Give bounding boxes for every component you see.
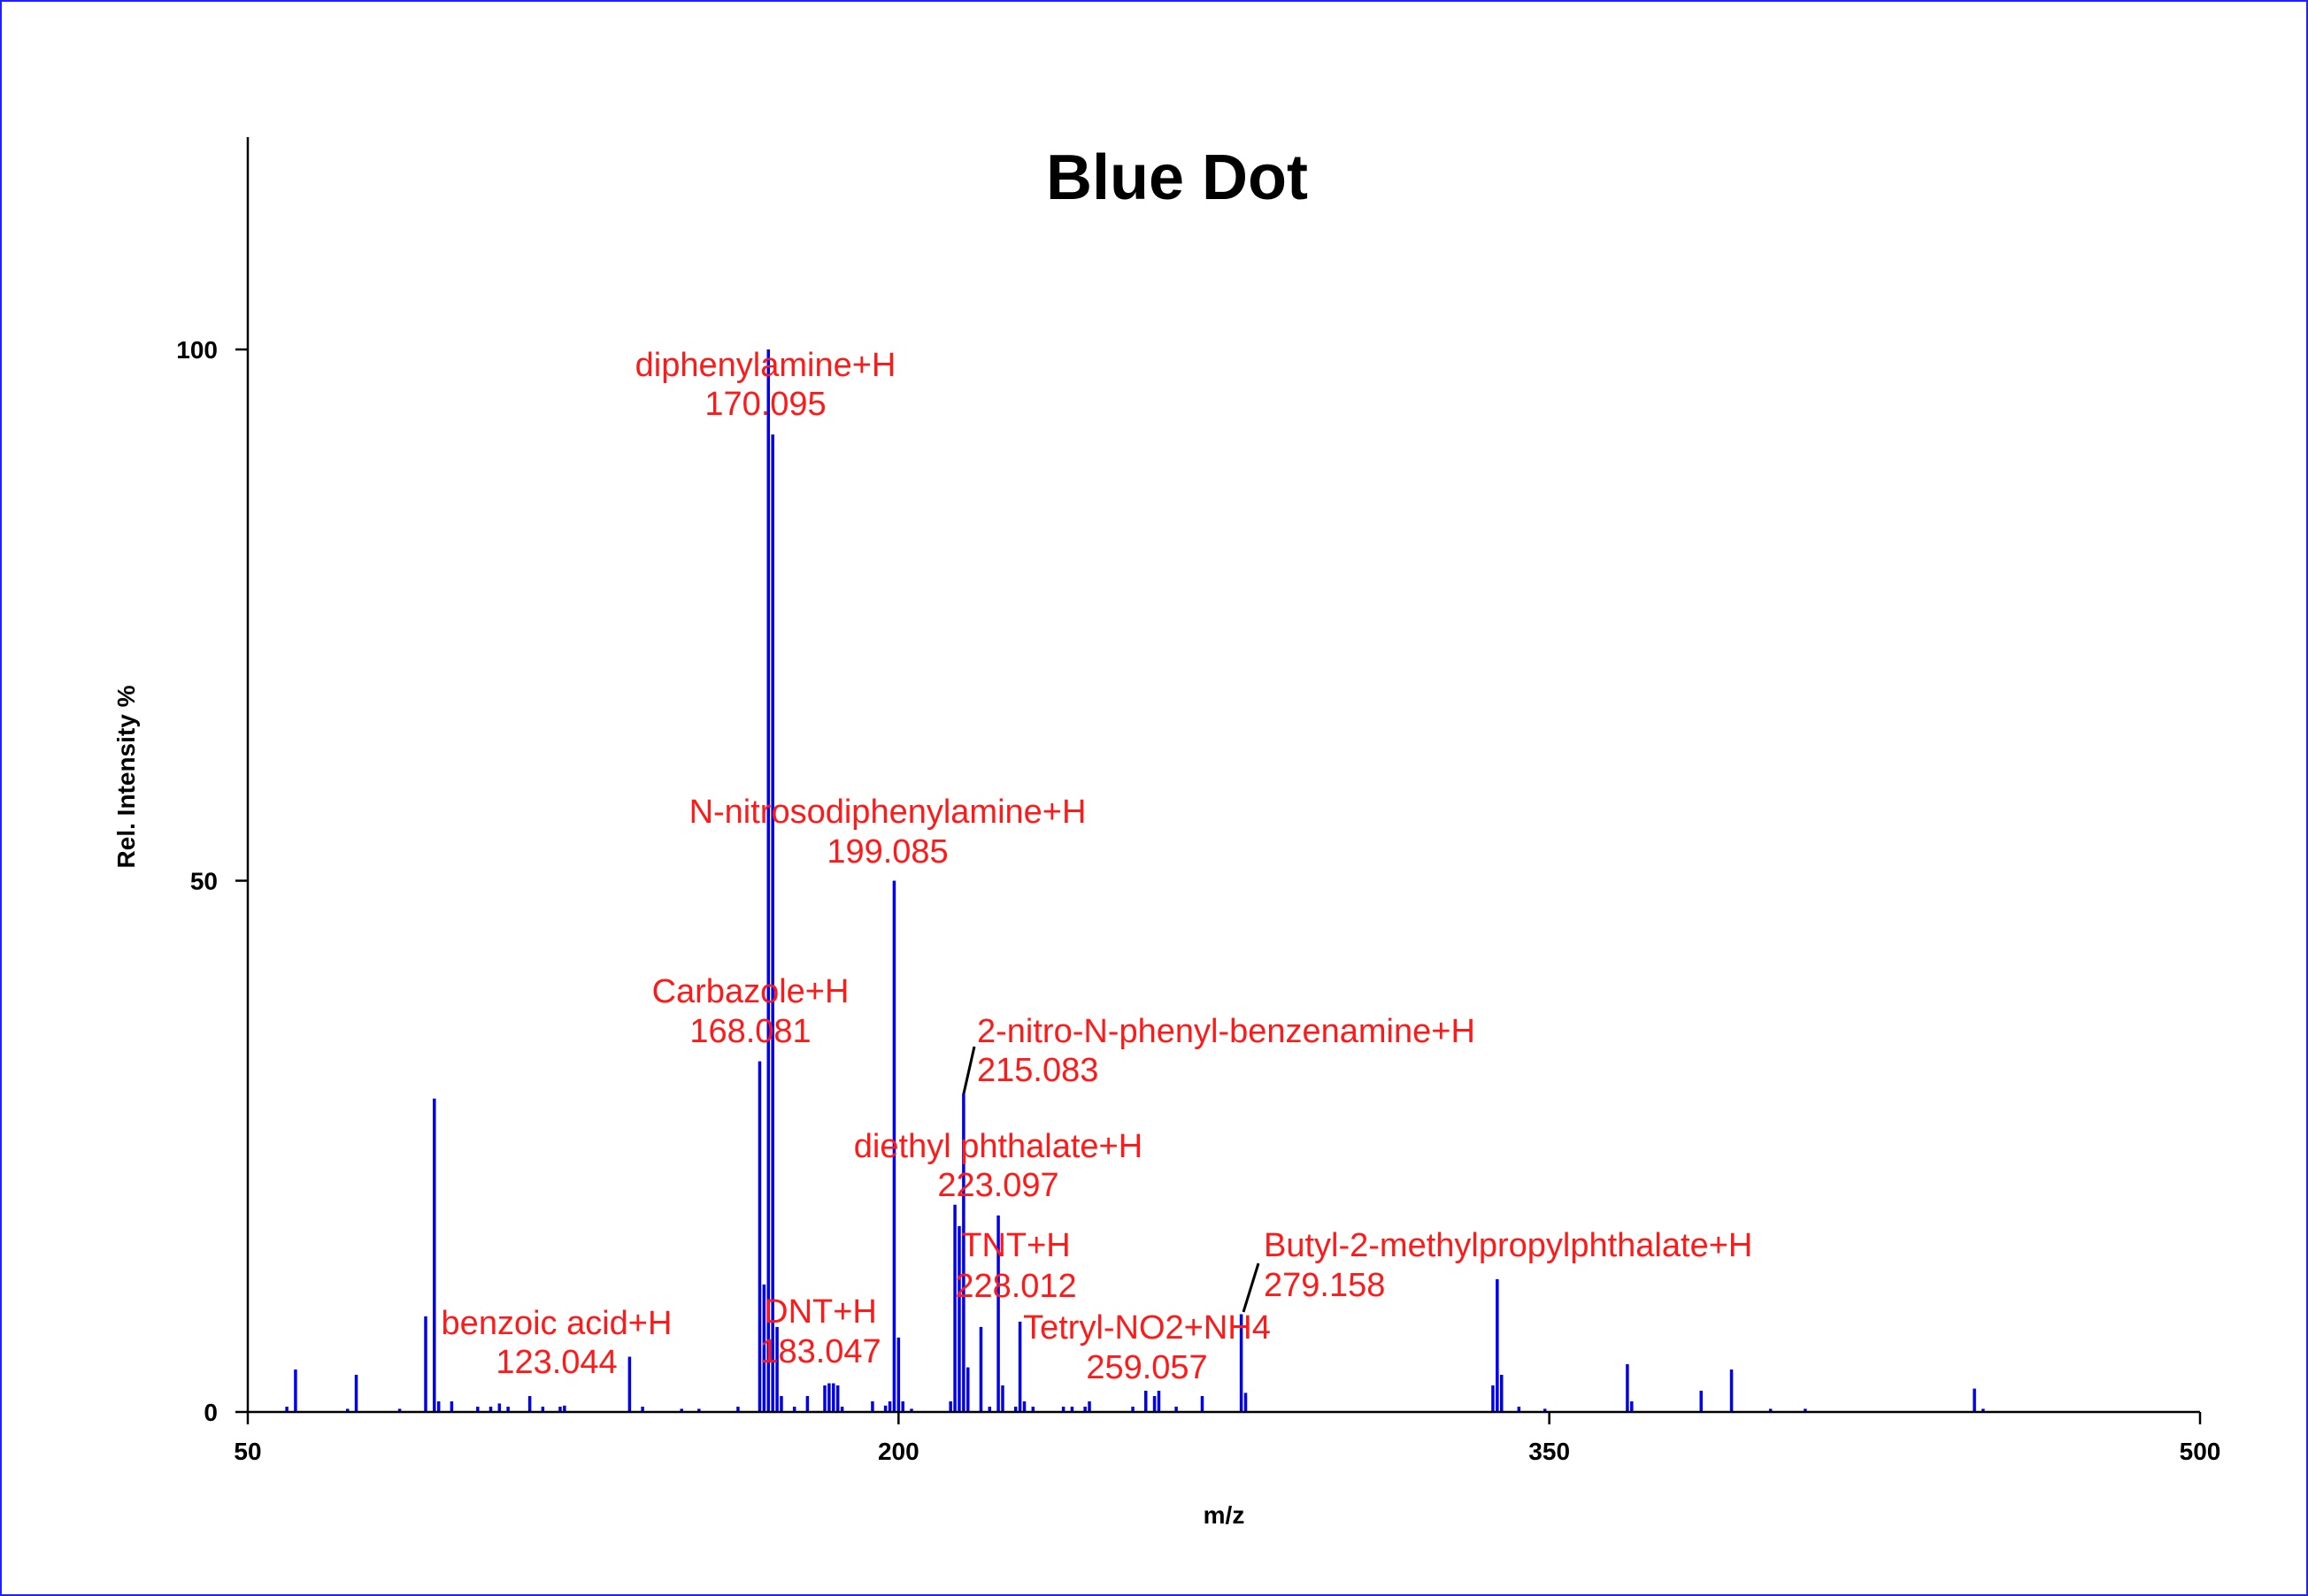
x-tick-label: 200: [878, 1438, 919, 1465]
annotation-mz: 228.012: [955, 1268, 1076, 1305]
annotation-leader-line: [962, 1046, 976, 1094]
annotation-mz: 199.085: [827, 833, 948, 871]
annotation-label: Butyl-2-methylpropylphthalate+H: [1264, 1227, 1752, 1264]
annotation-mz: 183.047: [759, 1333, 881, 1370]
annotation-label: TNT+H: [961, 1227, 1071, 1264]
y-tick-label: 100: [176, 336, 218, 364]
annotation-mz: 215.083: [977, 1052, 1098, 1089]
annotation-label: diphenylamine+H: [635, 347, 896, 384]
annotation-label: N-nitrosodiphenylamine+H: [689, 794, 1087, 831]
y-tick-label: 50: [190, 868, 218, 895]
annotation-label: 2-nitro-N-phenyl-benzenamine+H: [977, 1013, 1475, 1050]
annotation-label: benzoic acid+H: [442, 1305, 673, 1342]
x-tick-label: 50: [234, 1438, 261, 1465]
y-axis-title: Rel. Intensity %: [112, 685, 140, 868]
ticks-layer: 50 200 350 500 0 50 100: [176, 336, 2220, 1465]
annotation-mz: 123.044: [496, 1344, 617, 1381]
annotation-mz: 259.057: [1086, 1349, 1207, 1386]
y-tick-label: 0: [204, 1399, 218, 1426]
chart-title: Blue Dot: [1046, 142, 1308, 213]
annotation-leader-line: [1242, 1262, 1260, 1313]
annotation-label: Tetryl-NO2+NH4: [1023, 1309, 1271, 1347]
peaks-layer: [285, 349, 1985, 1412]
annotation-mz: 279.158: [1264, 1267, 1385, 1304]
annotation-mz: 223.097: [937, 1167, 1058, 1204]
x-tick-label: 350: [1528, 1438, 1570, 1465]
annotation-mz: 170.095: [704, 386, 826, 423]
annotation-mz: 168.081: [689, 1013, 811, 1050]
x-axis-title: m/z: [1204, 1501, 1245, 1529]
annotation-label: DNT+H: [764, 1293, 877, 1331]
x-tick-label: 500: [2180, 1438, 2221, 1465]
annotation-label: diethyl phthalate+H: [854, 1128, 1142, 1165]
annotation-label: Carbazole+H: [652, 973, 850, 1010]
